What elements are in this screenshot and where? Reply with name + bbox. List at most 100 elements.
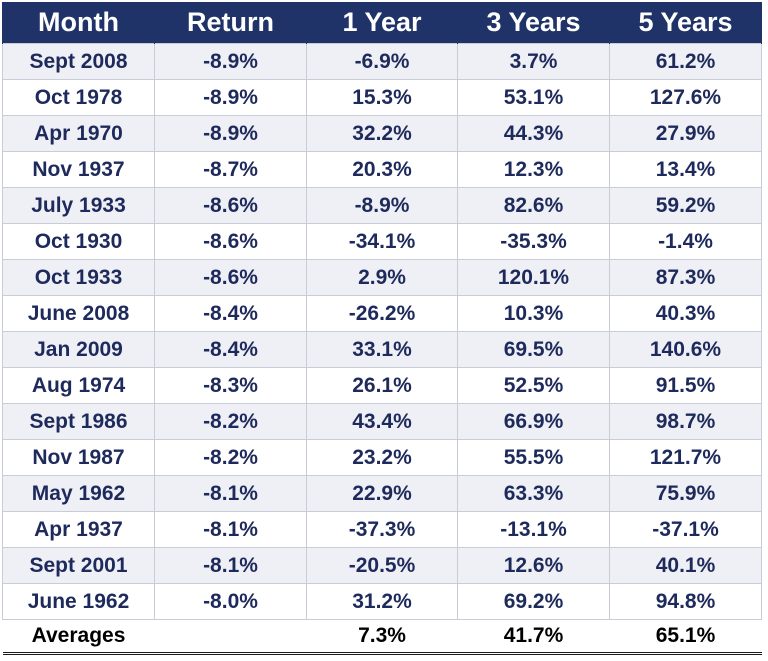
one-year-cell: 33.1%: [306, 331, 458, 368]
header-row: Month Return 1 Year 3 Years 5 Years: [2, 2, 762, 44]
month-cell: Apr 1970: [2, 115, 155, 152]
month-cell: June 2008: [2, 295, 155, 332]
header-month: Month: [2, 2, 155, 44]
one-year-cell: 20.3%: [306, 151, 458, 188]
averages-1-year: 7.3%: [306, 619, 458, 655]
one-year-cell: -6.9%: [306, 43, 458, 80]
table-row: Oct 1933 -8.6% 2.9% 120.1% 87.3%: [2, 259, 762, 296]
return-cell: -8.9%: [154, 115, 307, 152]
return-cell: -8.0%: [154, 583, 307, 620]
five-years-cell: 40.1%: [609, 547, 762, 584]
header-5-years: 5 Years: [609, 2, 762, 44]
one-year-cell: 2.9%: [306, 259, 458, 296]
month-cell: Sept 2008: [2, 43, 155, 80]
five-years-cell: 59.2%: [609, 187, 762, 224]
five-years-cell: 61.2%: [609, 43, 762, 80]
table-row: July 1933 -8.6% -8.9% 82.6% 59.2%: [2, 187, 762, 224]
five-years-cell: 13.4%: [609, 151, 762, 188]
three-years-cell: 53.1%: [457, 79, 610, 116]
month-cell: July 1933: [2, 187, 155, 224]
three-years-cell: 82.6%: [457, 187, 610, 224]
table-row: Nov 1937 -8.7% 20.3% 12.3% 13.4%: [2, 151, 762, 188]
one-year-cell: 26.1%: [306, 367, 458, 404]
return-cell: -8.6%: [154, 223, 307, 260]
five-years-cell: -37.1%: [609, 511, 762, 548]
five-years-cell: 98.7%: [609, 403, 762, 440]
three-years-cell: -35.3%: [457, 223, 610, 260]
return-cell: -8.9%: [154, 79, 307, 116]
table-row: June 1962 -8.0% 31.2% 69.2% 94.8%: [2, 583, 762, 620]
return-cell: -8.6%: [154, 187, 307, 224]
return-cell: -8.1%: [154, 511, 307, 548]
one-year-cell: -37.3%: [306, 511, 458, 548]
averages-3-years: 41.7%: [457, 619, 610, 655]
month-cell: Oct 1933: [2, 259, 155, 296]
three-years-cell: 55.5%: [457, 439, 610, 476]
table-row: Oct 1930 -8.6% -34.1% -35.3% -1.4%: [2, 223, 762, 260]
month-cell: Oct 1930: [2, 223, 155, 260]
header-1-year: 1 Year: [306, 2, 458, 44]
three-years-cell: 69.2%: [457, 583, 610, 620]
return-cell: -8.2%: [154, 439, 307, 476]
return-cell: -8.4%: [154, 331, 307, 368]
return-cell: -8.1%: [154, 475, 307, 512]
one-year-cell: 15.3%: [306, 79, 458, 116]
header-3-years: 3 Years: [457, 2, 610, 44]
return-cell: -8.1%: [154, 547, 307, 584]
five-years-cell: 121.7%: [609, 439, 762, 476]
averages-row: Averages 7.3% 41.7% 65.1%: [2, 619, 762, 655]
table-body: Sept 2008 -8.9% -6.9% 3.7% 61.2% Oct 1978 -8.9…: [2, 43, 762, 620]
three-years-cell: 44.3%: [457, 115, 610, 152]
table-row: Sept 1986 -8.2% 43.4% 66.9% 98.7%: [2, 403, 762, 440]
month-cell: Sept 2001: [2, 547, 155, 584]
five-years-cell: 75.9%: [609, 475, 762, 512]
five-years-cell: 91.5%: [609, 367, 762, 404]
five-years-cell: 94.8%: [609, 583, 762, 620]
table-row: June 2008 -8.4% -26.2% 10.3% 40.3%: [2, 295, 762, 332]
return-cell: -8.6%: [154, 259, 307, 296]
table-row: May 1962 -8.1% 22.9% 63.3% 75.9%: [2, 475, 762, 512]
month-cell: Oct 1978: [2, 79, 155, 116]
return-cell: -8.3%: [154, 367, 307, 404]
returns-table: Month Return 1 Year 3 Years 5 Years Sept…: [2, 2, 762, 655]
return-cell: -8.4%: [154, 295, 307, 332]
five-years-cell: 40.3%: [609, 295, 762, 332]
month-cell: Sept 1986: [2, 403, 155, 440]
table-row: Sept 2001 -8.1% -20.5% 12.6% 40.1%: [2, 547, 762, 584]
three-years-cell: 52.5%: [457, 367, 610, 404]
three-years-cell: 120.1%: [457, 259, 610, 296]
table-row: Jan 2009 -8.4% 33.1% 69.5% 140.6%: [2, 331, 762, 368]
table-row: Nov 1987 -8.2% 23.2% 55.5% 121.7%: [2, 439, 762, 476]
table-row: Sept 2008 -8.9% -6.9% 3.7% 61.2%: [2, 43, 762, 80]
return-cell: -8.7%: [154, 151, 307, 188]
month-cell: June 1962: [2, 583, 155, 620]
header-return: Return: [154, 2, 307, 44]
one-year-cell: 43.4%: [306, 403, 458, 440]
three-years-cell: 69.5%: [457, 331, 610, 368]
month-cell: Nov 1937: [2, 151, 155, 188]
three-years-cell: 66.9%: [457, 403, 610, 440]
one-year-cell: -34.1%: [306, 223, 458, 260]
three-years-cell: 3.7%: [457, 43, 610, 80]
one-year-cell: 31.2%: [306, 583, 458, 620]
three-years-cell: 10.3%: [457, 295, 610, 332]
returns-table-container: Month Return 1 Year 3 Years 5 Years Sept…: [2, 2, 762, 655]
one-year-cell: 22.9%: [306, 475, 458, 512]
table-row: Oct 1978 -8.9% 15.3% 53.1% 127.6%: [2, 79, 762, 116]
averages-5-years: 65.1%: [609, 619, 762, 655]
five-years-cell: 87.3%: [609, 259, 762, 296]
month-cell: May 1962: [2, 475, 155, 512]
month-cell: Aug 1974: [2, 367, 155, 404]
five-years-cell: 27.9%: [609, 115, 762, 152]
return-cell: -8.2%: [154, 403, 307, 440]
one-year-cell: 23.2%: [306, 439, 458, 476]
three-years-cell: 12.6%: [457, 547, 610, 584]
three-years-cell: 63.3%: [457, 475, 610, 512]
averages-return: [154, 619, 307, 655]
table-row: Apr 1970 -8.9% 32.2% 44.3% 27.9%: [2, 115, 762, 152]
month-cell: Jan 2009: [2, 331, 155, 368]
five-years-cell: -1.4%: [609, 223, 762, 260]
five-years-cell: 140.6%: [609, 331, 762, 368]
averages-label: Averages: [2, 619, 155, 655]
return-cell: -8.9%: [154, 43, 307, 80]
